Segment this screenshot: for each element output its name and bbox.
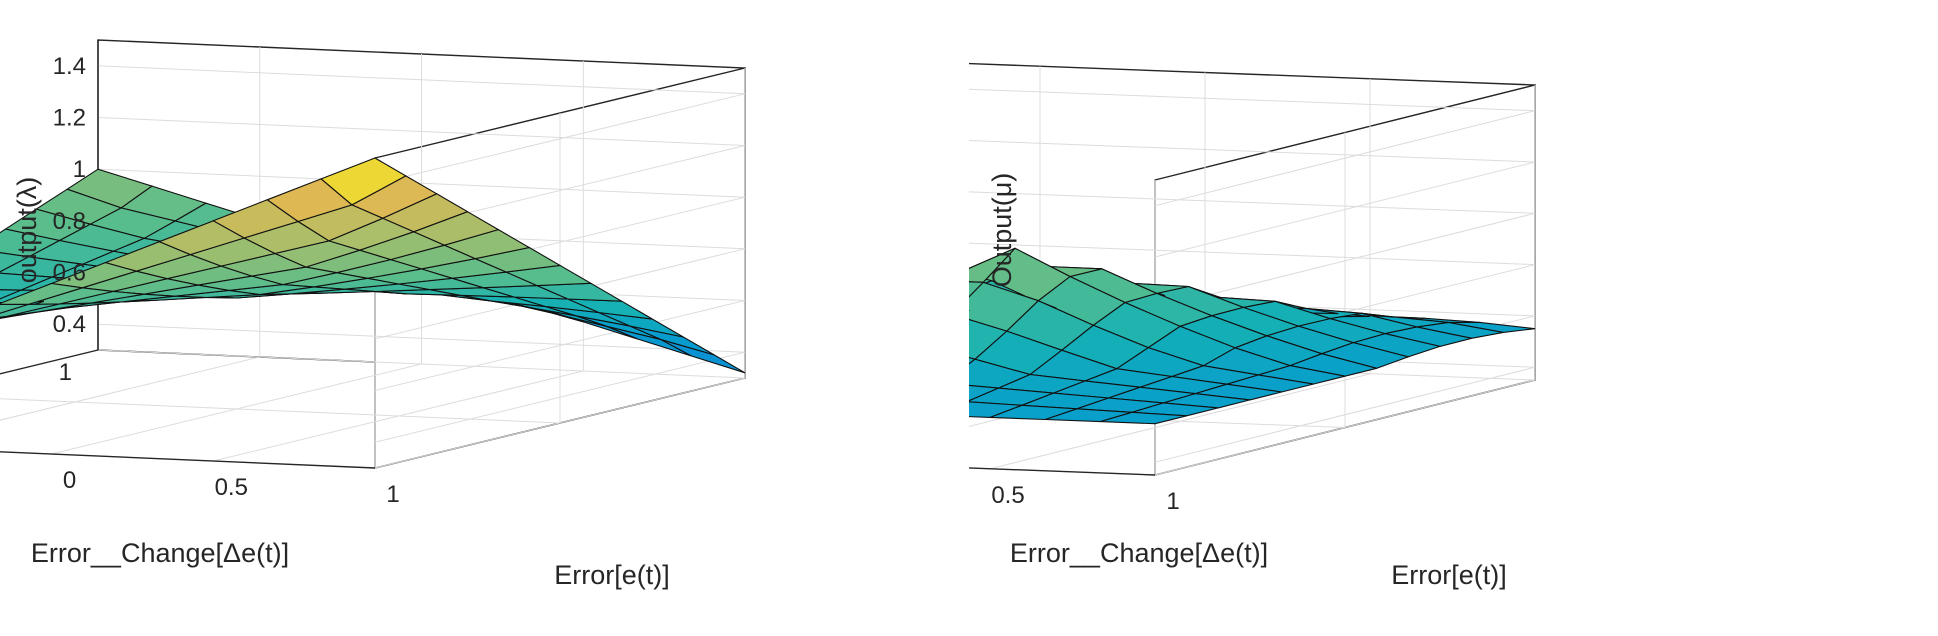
z-tick-label: 1 — [73, 156, 86, 183]
x-tick-label: 1 — [1166, 488, 1179, 515]
x-tick-label: 0.5 — [991, 482, 1024, 509]
surface-patch — [969, 356, 977, 365]
x-tick-label: 0.5 — [215, 474, 248, 501]
y-tick-label: 1 — [59, 359, 72, 386]
z-axis-label: Output(μ) — [987, 173, 1017, 288]
y-axis-label: Error__Change[Δe(t)] — [31, 538, 289, 568]
x-axis-line — [969, 467, 1156, 476]
chart-left-output-lambda: 0.40.60.811.21.4-101-1-0.500.51output(λ)… — [0, 39, 746, 590]
z-tick-label: 0.6 — [53, 260, 86, 287]
grid-line-y — [97, 68, 746, 379]
surface-patch — [0, 303, 29, 314]
x-axis-line — [0, 451, 376, 469]
z-tick-label: 1.2 — [53, 105, 86, 132]
surface-patch — [0, 311, 37, 319]
x-axis-label: Error[e(t)] — [554, 560, 670, 590]
surface-patch — [0, 289, 22, 300]
y-axis-line — [0, 349, 99, 375]
x-tick-label: 1 — [386, 481, 399, 508]
grid-line-y — [0, 113, 561, 424]
z-tick-label: 0.4 — [53, 311, 86, 338]
surface-patch — [969, 281, 985, 298]
y-axis-label: Error__Change[Δe(t)] — [1010, 538, 1268, 568]
surface-patch — [969, 247, 1016, 283]
surface-patch — [969, 318, 1008, 360]
surface-patch — [0, 252, 31, 273]
surface-patch — [969, 401, 1022, 418]
surface-patch — [969, 384, 999, 402]
surface-patch — [0, 316, 6, 319]
chart-right-svg: 0.40.60.811.21.4-101-1-0.500.51Output(μ)… — [969, 62, 1536, 590]
z-tick-label: 0.8 — [53, 208, 86, 235]
chart-right-output-mu: 0.40.60.811.21.4-101-1-0.500.51Output(μ)… — [969, 0, 1938, 636]
z-tick-label: 1.4 — [53, 53, 86, 80]
chart-left-svg: 0.40.60.811.21.4-101-1-0.500.51output(λ)… — [0, 39, 746, 590]
x-tick-label: 0 — [63, 467, 76, 494]
z-axis-label: output(λ) — [12, 177, 42, 284]
x-axis-label: Error[e(t)] — [1391, 560, 1507, 590]
grid-line-y — [969, 132, 1346, 429]
